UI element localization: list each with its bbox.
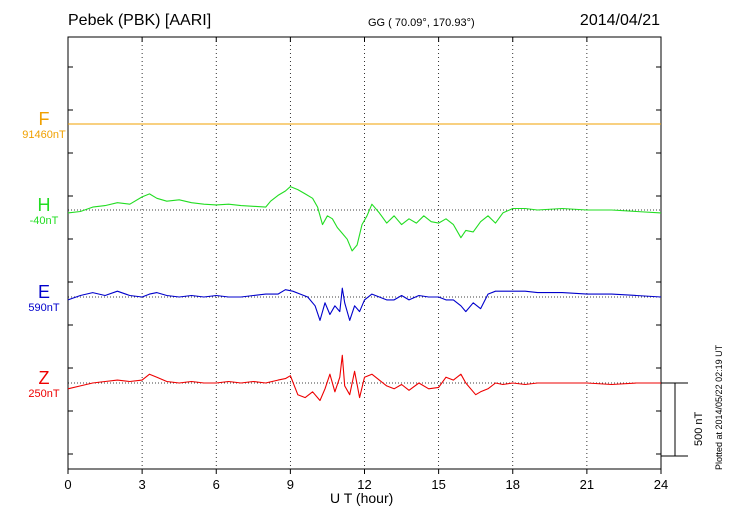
x-tick-label: 21 <box>580 477 594 492</box>
x-tick-label: 18 <box>506 477 520 492</box>
channel-name: E <box>37 282 50 302</box>
channel-label-z: Z 250nT <box>14 368 74 401</box>
x-tick-label: 15 <box>431 477 445 492</box>
x-tick-label: 24 <box>654 477 668 492</box>
scale-bar-label: 500 nT <box>693 411 705 446</box>
channel-name: F <box>38 109 50 129</box>
channel-label-h: H -40nT <box>14 195 74 228</box>
channel-label-f: F 91460nT <box>14 109 74 142</box>
station-title: Pebek (PBK) [AARI] <box>68 12 212 29</box>
series-line-z <box>67 354 661 402</box>
x-tick-label: 0 <box>64 477 71 492</box>
channel-baseline: 590nT <box>28 302 60 314</box>
x-tick-label: 3 <box>139 477 146 492</box>
channel-baseline: 250nT <box>28 388 60 400</box>
channel-label-e: E 590nT <box>14 282 74 315</box>
channel-name: H <box>37 195 51 215</box>
chart-date: 2014/04/21 <box>579 12 660 29</box>
channel-baseline: -40nT <box>29 215 59 227</box>
plotted-timestamp: Plotted at 2014/05/22 02:19 UT <box>714 344 724 470</box>
channel-name: Z <box>38 368 50 388</box>
station-coordinates: GG ( 70.09°, 170.93°) <box>368 17 475 29</box>
x-tick-label: 9 <box>287 477 294 492</box>
channel-baseline: 91460nT <box>22 129 66 141</box>
x-axis-label: U T (hour) <box>330 490 394 506</box>
x-tick-label: 6 <box>213 477 220 492</box>
series-line-h <box>67 186 662 252</box>
series-line-e <box>67 287 662 321</box>
x-tick-label: 12 <box>357 477 371 492</box>
